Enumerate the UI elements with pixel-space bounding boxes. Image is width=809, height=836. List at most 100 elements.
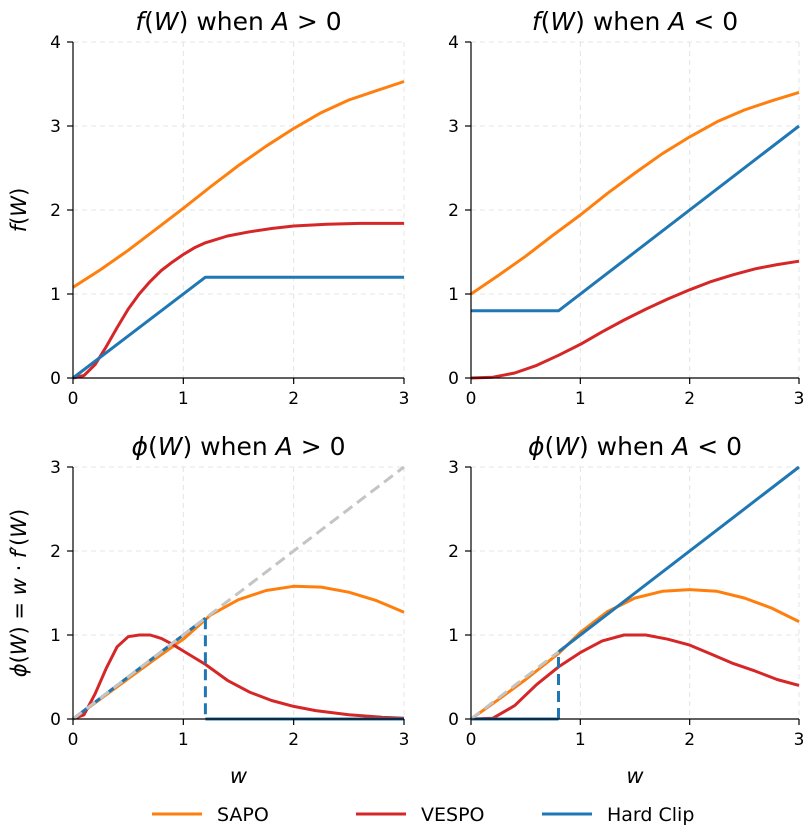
series-sapo-line — [470, 588, 800, 721]
y-tick-label: 1 — [448, 626, 459, 646]
y-tick-label: 0 — [448, 710, 459, 730]
text-part: ( — [144, 7, 154, 36]
x-tick-label: 3 — [794, 389, 805, 409]
legend-label: Hard Clip — [607, 804, 694, 826]
panel-2: 0 1 2 3 0 1 2 3 4 f(W) when A < 0 — [448, 7, 804, 409]
series-vespo-line — [470, 259, 800, 380]
y-tick-label: 2 — [50, 542, 61, 562]
x-axis-label: w — [230, 764, 248, 788]
legend-label: SAPO — [217, 804, 269, 826]
text-part: f — [7, 221, 31, 232]
text-part: W — [554, 432, 580, 461]
x-tick-label: 2 — [684, 389, 695, 409]
y-tick-label: 1 — [50, 285, 61, 305]
y-tick-label: 0 — [448, 369, 459, 389]
text-part: W — [158, 432, 184, 461]
legend-label: VESPO — [421, 804, 484, 826]
text-part: A — [274, 432, 293, 461]
x-tick-label: 0 — [466, 730, 477, 750]
text-part: W — [154, 7, 180, 36]
y-tick-label: 3 — [448, 458, 459, 478]
chart-title: ϕ(W) when A > 0 — [131, 432, 345, 461]
text-part: W — [550, 7, 576, 36]
series-identity-line — [470, 650, 560, 721]
text-part: ( — [148, 432, 158, 461]
x-tick-label: 1 — [178, 389, 189, 409]
text-part: f — [7, 547, 31, 558]
series-vespo-line — [72, 221, 404, 380]
text-part: W — [7, 633, 31, 655]
text-part: · — [7, 558, 31, 578]
x-tick-label: 0 — [466, 389, 477, 409]
text-part: ) when — [179, 7, 272, 36]
y-tick-label: 2 — [448, 542, 459, 562]
legend: SAPO VESPO Hard Clip — [152, 804, 694, 826]
series-hard-clip-line — [557, 465, 800, 653]
text-part: ϕ — [131, 432, 148, 461]
y-tick-label: 2 — [50, 201, 61, 221]
y-tick-label: 4 — [50, 33, 61, 53]
chart-title: ϕ(W) when A < 0 — [528, 432, 742, 461]
y-tick-label: 3 — [50, 117, 61, 137]
text-part: ) — [7, 509, 31, 517]
x-tick-label: 1 — [575, 730, 586, 750]
chart-title: f(W) when A > 0 — [135, 7, 341, 36]
text-part: ) when — [579, 432, 672, 461]
text-part: A — [666, 7, 685, 36]
x-axis-label: w — [626, 764, 644, 788]
text-part: ( — [541, 7, 551, 36]
y-tick-label: 1 — [448, 285, 459, 305]
x-tick-label: 3 — [399, 389, 410, 409]
x-tick-label: 0 — [68, 389, 79, 409]
x-tick-label: 3 — [794, 730, 805, 750]
text-part: < 0 — [685, 7, 738, 36]
text-part: ( — [544, 432, 554, 461]
text-part: W — [7, 516, 31, 538]
text-part: ) when — [575, 7, 668, 36]
text-part: ) — [7, 188, 31, 196]
text-part: ( — [7, 217, 31, 225]
text-part: > 0 — [293, 432, 346, 461]
y-tick-label: 2 — [448, 201, 459, 221]
x-tick-label: 3 — [399, 730, 410, 750]
y-tick-label: 1 — [50, 626, 61, 646]
x-tick-label: 0 — [68, 730, 79, 750]
text-part: ) = — [7, 595, 31, 634]
text-part: > 0 — [289, 7, 342, 36]
x-tick-label: 2 — [288, 730, 299, 750]
x-tick-label: 1 — [575, 389, 586, 409]
x-tick-label: 2 — [288, 389, 299, 409]
y-axis-label: f(W) — [7, 188, 31, 233]
series-hard-clip-line — [471, 124, 800, 313]
text-part: w — [7, 577, 31, 595]
x-tick-label: 1 — [178, 730, 189, 750]
series-vespo-line — [72, 633, 405, 721]
y-tick-label: 0 — [50, 710, 61, 730]
series-hard-clip-line — [72, 275, 404, 380]
text-part: ′( — [7, 538, 31, 551]
text-part: ϕ — [7, 663, 31, 677]
chart-title: f(W) when A < 0 — [532, 7, 738, 36]
text-part: A — [270, 7, 289, 36]
panel-4: 0 1 2 3 0 1 2 3 ϕ(W) when A < 0 w — [448, 432, 804, 788]
text-part: A — [670, 432, 689, 461]
series-identity-line — [72, 465, 405, 721]
series-vespo-line — [470, 633, 800, 721]
x-tick-label: 2 — [684, 730, 695, 750]
text-part: < 0 — [689, 432, 742, 461]
text-part: ( — [7, 655, 31, 663]
text-part: W — [7, 195, 31, 217]
series-sapo-line — [72, 584, 405, 721]
text-part: ϕ — [528, 432, 545, 461]
y-tick-label: 3 — [50, 458, 61, 478]
y-tick-label: 3 — [448, 117, 459, 137]
y-tick-label: 0 — [50, 369, 61, 389]
series-sapo-line — [470, 90, 800, 296]
series-sapo-line — [72, 80, 405, 289]
y-tick-label: 4 — [448, 33, 459, 53]
y-axis-label: ϕ(W) = w · f′(W) — [7, 509, 31, 678]
